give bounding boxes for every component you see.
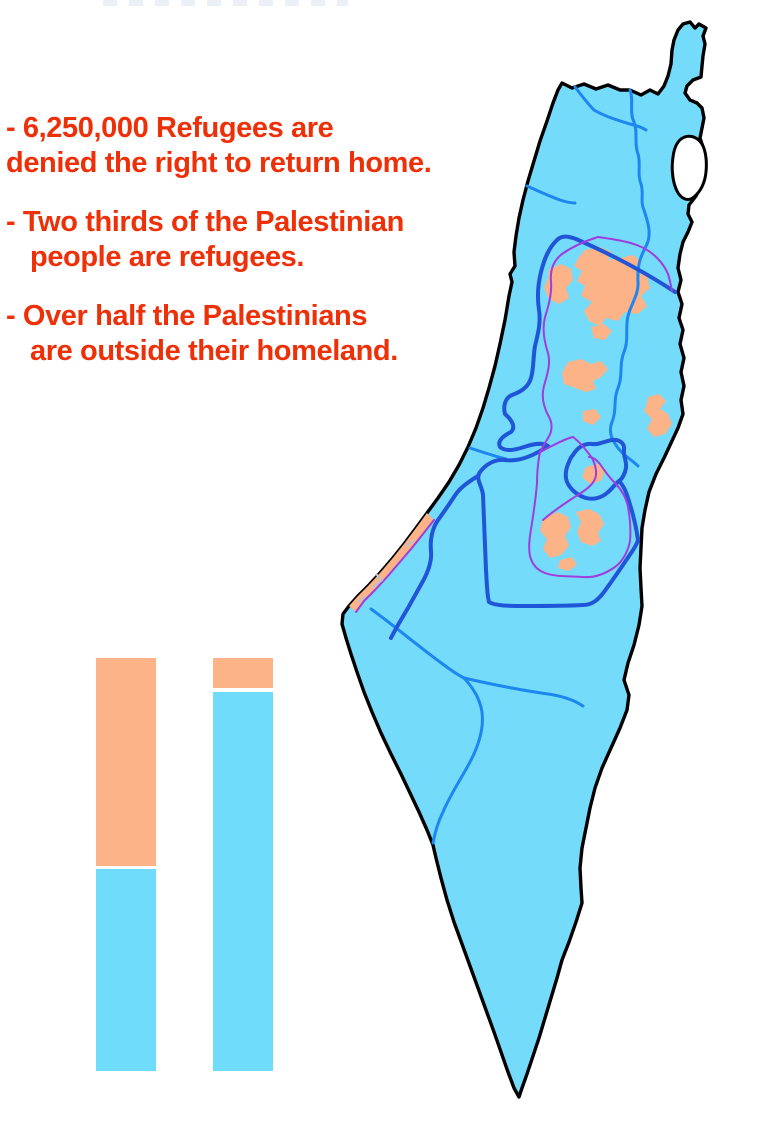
bar-right-peach-segment (213, 658, 273, 688)
gaza-strip-boundary (355, 519, 435, 613)
jordan-river (608, 88, 651, 468)
purple-boundaries (355, 236, 673, 613)
gaza-city-mark (405, 539, 415, 547)
kishon-river (525, 184, 577, 205)
fact-line: - Over half the Palestinians (6, 300, 368, 332)
rivers (369, 85, 651, 845)
fact-item: - Over half the Palestinians are outside… (6, 299, 526, 369)
fact-item: - 6,250,000 Refugees are denied the righ… (6, 111, 526, 181)
besor-stream-coast (369, 607, 466, 680)
stacked-bar-left (96, 658, 156, 1071)
jerusalem-through-line (542, 457, 598, 521)
gaza-city-marks (357, 539, 415, 603)
fact-line: people are refugees. (30, 241, 305, 273)
green-line-gaza-envelope (389, 474, 480, 640)
area-patch-small-1 (591, 324, 612, 340)
sea-of-galilee-lake (670, 134, 708, 201)
bar-left-blue-segment (96, 869, 156, 1071)
jerusalem-link (539, 436, 593, 459)
stacked-bar-right (213, 658, 273, 1071)
area-patch-hebron-a (540, 512, 571, 558)
bar-left-peach-segment (96, 658, 156, 866)
green-line-main (476, 234, 677, 608)
galilee-tributary (573, 85, 648, 132)
area-patch-hebron-b (576, 509, 604, 546)
gaza-city-mark (357, 595, 367, 603)
area-patch-hebron-c (558, 557, 577, 571)
besor-stream-east-branch (462, 676, 585, 708)
fact-line: - Two thirds of the Palestinian (6, 206, 404, 238)
west-bank-boundary-west (539, 236, 599, 453)
cropped-title-artifact (103, 0, 348, 6)
besor-stream-south (431, 676, 484, 845)
area-patch-central (562, 359, 608, 392)
refugee-facts-list: - 6,250,000 Refugees are denied the righ… (6, 111, 526, 393)
jerusalem-enclave-outline (563, 437, 629, 501)
armistice-lines (389, 234, 677, 640)
gaza-city-mark (371, 573, 384, 589)
bar-right-blue-segment (213, 692, 273, 1071)
fact-line: - 6,250,000 Refugees are (6, 112, 334, 144)
fact-line: denied the right to return home. (6, 147, 432, 179)
area-patch-jerusalem (582, 464, 605, 484)
fact-item: - Two thirds of the Palestinian people a… (6, 205, 526, 275)
fact-line: are outside their homeland. (30, 335, 398, 367)
area-patch-gaza-strip (349, 513, 434, 612)
area-patch-small-2 (583, 409, 601, 425)
area-patch-jordan-valley (644, 394, 672, 437)
hebron-loop (528, 451, 632, 579)
west-bank-boundary-north (597, 236, 673, 292)
